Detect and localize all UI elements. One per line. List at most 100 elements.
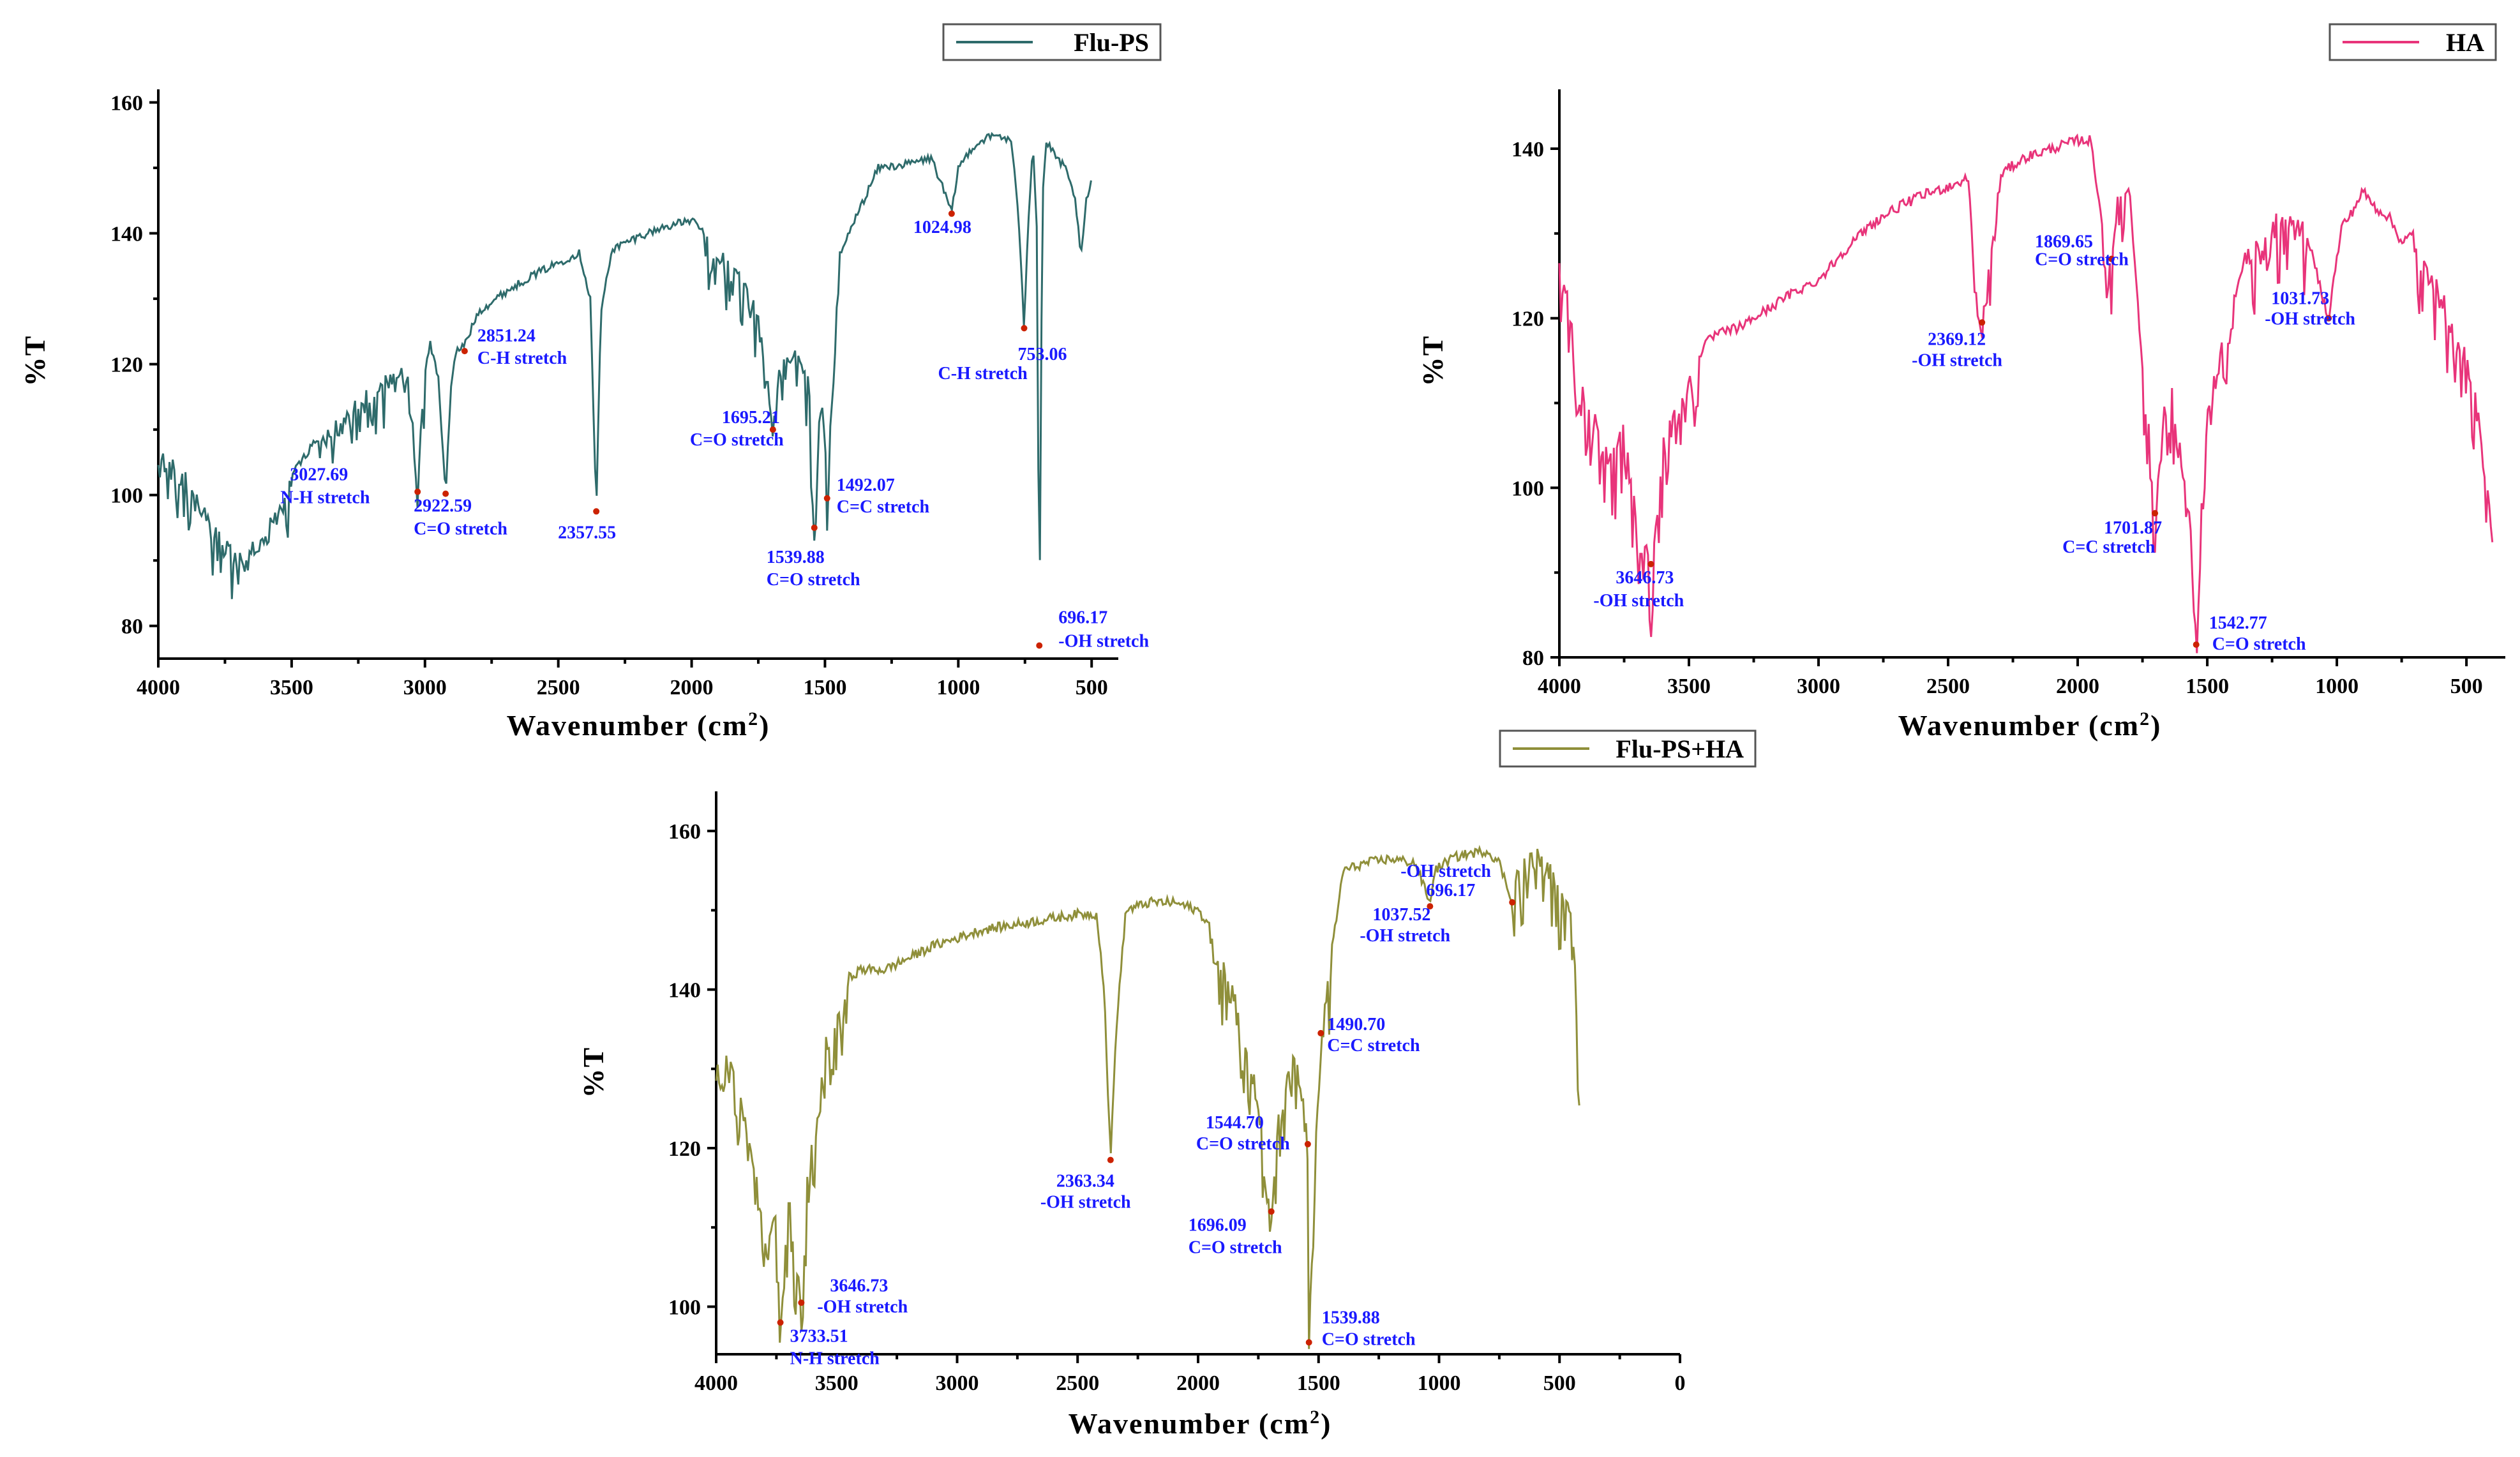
legend-label: HA bbox=[2446, 28, 2484, 57]
peak-mode-label: -OH stretch bbox=[817, 1297, 908, 1317]
y-tick-label: 100 bbox=[668, 1296, 701, 1319]
x-tick-label: 500 bbox=[1076, 676, 1108, 699]
peak-label: 1492.07 bbox=[837, 475, 895, 495]
peak-mode-label: C-H stretch bbox=[938, 364, 1028, 384]
peak-label: 1869.65 bbox=[2035, 232, 2093, 252]
x-tick-label: 4000 bbox=[694, 1371, 738, 1395]
peak-mode-label: C=C stretch bbox=[2062, 537, 2156, 557]
peak-label: 696.17 bbox=[1058, 608, 1107, 627]
peak-label: 1539.88 bbox=[1322, 1308, 1380, 1327]
peak-marker bbox=[1107, 1156, 1114, 1163]
peak-mode-label: -OH stretch bbox=[1040, 1193, 1131, 1213]
x-tick-label: 500 bbox=[1543, 1371, 1576, 1395]
peak-marker bbox=[1509, 899, 1516, 906]
x-tick-label: 1000 bbox=[1418, 1371, 1461, 1395]
x-tick-label: 3000 bbox=[1797, 675, 1840, 698]
y-tick-label: 140 bbox=[110, 223, 143, 246]
peak-marker bbox=[1268, 1208, 1275, 1215]
peak-mode-label: C=O stretch bbox=[1196, 1134, 1290, 1154]
peak-mode-label: C=O stretch bbox=[2035, 250, 2129, 270]
peak-label: 1695.21 bbox=[722, 408, 780, 428]
x-tick-label: 3000 bbox=[936, 1371, 979, 1395]
peak-label: 2922.59 bbox=[414, 497, 472, 516]
x-tick-label: 1000 bbox=[936, 676, 980, 699]
peak-mode-label: C=O stretch bbox=[1189, 1237, 1282, 1257]
y-tick-label: 160 bbox=[668, 820, 701, 844]
peak-marker bbox=[823, 495, 830, 502]
x-axis-label: Wavenumber (cm2) bbox=[1898, 708, 2162, 742]
y-axis-label: %T bbox=[577, 1047, 610, 1098]
x-tick-label: 4000 bbox=[137, 676, 180, 699]
peak-marker bbox=[2108, 255, 2115, 262]
x-tick-label: 1500 bbox=[1297, 1371, 1340, 1395]
peak-marker bbox=[1979, 319, 1986, 326]
x-tick-label: 1000 bbox=[2315, 675, 2359, 698]
y-tick-label: 80 bbox=[121, 615, 143, 639]
peak-marker bbox=[461, 348, 468, 355]
y-tick-label: 120 bbox=[110, 354, 143, 377]
x-axis-label: Wavenumber (cm2) bbox=[507, 708, 770, 742]
series-line-Flu-PS bbox=[157, 131, 1092, 599]
peak-marker bbox=[414, 488, 421, 495]
y-tick-label: 120 bbox=[668, 1137, 701, 1161]
x-tick-label: 2500 bbox=[1056, 1371, 1099, 1395]
peak-label: 1696.09 bbox=[1189, 1215, 1247, 1235]
peak-marker bbox=[798, 1299, 805, 1306]
x-tick-label: 1500 bbox=[803, 676, 846, 699]
peak-marker bbox=[2325, 315, 2332, 322]
peak-marker bbox=[2152, 510, 2159, 517]
peak-mode-label: N-H stretch bbox=[790, 1349, 880, 1368]
peak-label: 1539.88 bbox=[767, 548, 825, 567]
peak-marker bbox=[1305, 1339, 1312, 1346]
peak-marker bbox=[593, 508, 600, 515]
x-tick-label: 2000 bbox=[1176, 1371, 1220, 1395]
x-tick-label: 500 bbox=[2450, 675, 2483, 698]
peak-mode-label: C=O stretch bbox=[690, 430, 784, 450]
chart-panel-2: 4000 3500 3000 2500 2000 1500 1000 500 80 100 120 1… bbox=[1416, 23, 2505, 742]
peak-marker bbox=[1304, 1140, 1311, 1147]
x-tick-label: 0 bbox=[1675, 1371, 1686, 1395]
x-tick-label: 2500 bbox=[1926, 675, 1970, 698]
peak-mode-label: -OH stretch bbox=[1912, 350, 2002, 370]
y-tick-label: 80 bbox=[1522, 646, 1544, 670]
peak-marker bbox=[1427, 903, 1434, 910]
series-line-Flu-PS+HA bbox=[715, 844, 1580, 1349]
legend: HA bbox=[2329, 23, 2497, 61]
x-tick-label: 4000 bbox=[1538, 675, 1581, 698]
peak-mode-label: -OH stretch bbox=[1058, 631, 1149, 651]
peak-label: 1544.70 bbox=[1206, 1113, 1264, 1133]
peak-label: 2357.55 bbox=[558, 523, 616, 542]
peak-marker bbox=[442, 490, 449, 497]
x-tick-label: 1500 bbox=[2186, 675, 2229, 698]
peak-mode-label: -OH stretch bbox=[1593, 591, 1684, 611]
peak-label: 1024.98 bbox=[913, 218, 971, 237]
y-tick-label: 140 bbox=[668, 979, 701, 1003]
x-tick-label: 3500 bbox=[815, 1371, 859, 1395]
peak-label: 3646.73 bbox=[830, 1276, 888, 1296]
x-tick-label: 2000 bbox=[2056, 675, 2099, 698]
legend-label: Flu-PS bbox=[1074, 28, 1149, 57]
peak-marker bbox=[1317, 1029, 1324, 1036]
peak-marker bbox=[1036, 642, 1043, 649]
peak-label: 2851.24 bbox=[477, 326, 536, 346]
y-tick-label: 120 bbox=[1511, 308, 1544, 331]
peak-marker bbox=[1647, 560, 1654, 567]
x-axis-label: Wavenumber (cm2) bbox=[1069, 1407, 1332, 1440]
chart-panel-3: 4000 3500 3000 2500 2000 1500 1000 500 0 100 120 14… bbox=[577, 729, 1757, 1440]
y-axis-label: %T bbox=[1416, 335, 1449, 387]
x-tick-label: 3500 bbox=[270, 676, 313, 699]
peak-label: 1031.73 bbox=[2271, 289, 2329, 309]
peak-marker bbox=[1021, 325, 1028, 332]
peak-mode-label: N-H stretch bbox=[280, 488, 370, 508]
peak-label: 1701.87 bbox=[2104, 518, 2162, 538]
x-tick-label: 3500 bbox=[1667, 675, 1711, 698]
series-line-HA bbox=[1558, 133, 2494, 654]
legend: Flu-PS+HA bbox=[1499, 729, 1757, 768]
x-tick-label: 2000 bbox=[670, 676, 714, 699]
peak-label: 753.06 bbox=[1017, 345, 1067, 364]
peak-label: 2363.34 bbox=[1056, 1172, 1114, 1192]
y-tick-label: 100 bbox=[110, 484, 143, 508]
peak-mode-label: C=O stretch bbox=[414, 519, 507, 539]
peak-mode-label: C=O stretch bbox=[2212, 634, 2306, 654]
peak-label: 1037.52 bbox=[1372, 905, 1430, 925]
